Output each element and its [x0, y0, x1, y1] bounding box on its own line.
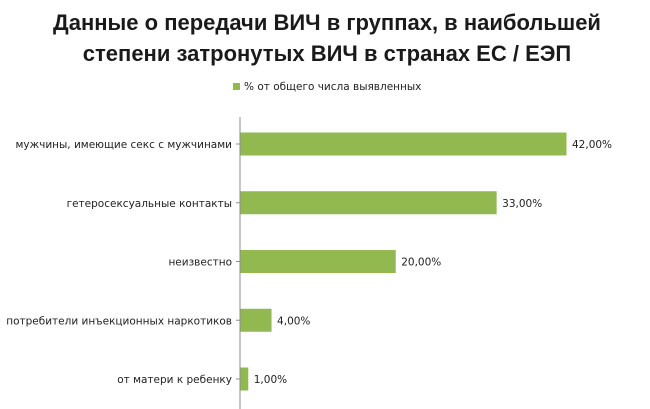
- data-label: 33,00%: [502, 198, 542, 210]
- category-label: гетеросексуальные контакты: [67, 198, 232, 210]
- category-label: неизвестно: [168, 257, 232, 269]
- bar: [240, 250, 396, 273]
- chart-title-line-1: Данные о передачи ВИЧ в группах, в наибо…: [53, 10, 601, 35]
- legend-swatch: [233, 83, 240, 90]
- data-label: 4,00%: [277, 315, 310, 327]
- bar: [240, 191, 497, 215]
- bars: мужчины, имеющие секс с мужчинами 42,00% г…: [6, 132, 612, 391]
- chart-title-line-2: степени затронутых ВИЧ в странах ЕС / ЕЭ…: [83, 41, 571, 66]
- category-label: потребители инъекционных наркотиков: [6, 315, 232, 327]
- data-label: 20,00%: [401, 257, 441, 269]
- data-label: 1,00%: [254, 374, 287, 386]
- bar: [240, 367, 249, 391]
- data-label: 42,00%: [572, 139, 612, 151]
- legend-label: % от общего числа выявленных: [244, 81, 421, 93]
- bar: [240, 132, 567, 156]
- bar: [240, 308, 272, 332]
- category-label: от матери к ребенку: [117, 374, 232, 386]
- category-label: мужчины, имеющие секс с мужчинами: [16, 139, 232, 151]
- legend: % от общего числа выявленных: [233, 81, 421, 93]
